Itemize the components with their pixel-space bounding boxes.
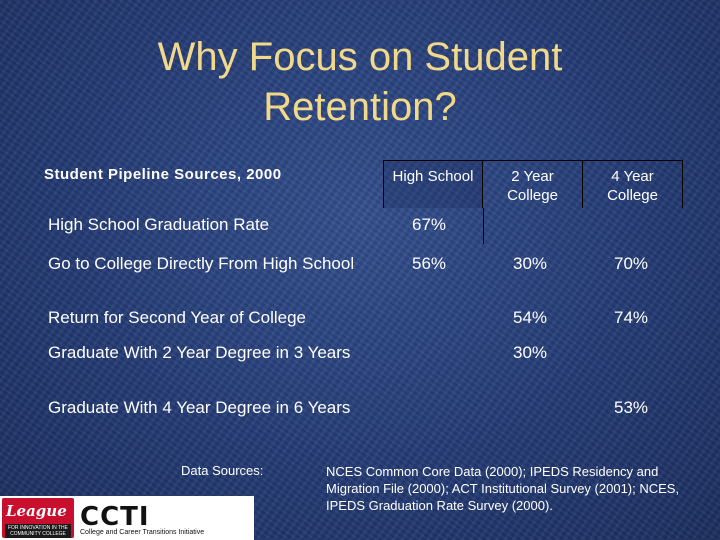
league-logo-name: League bbox=[6, 502, 67, 520]
row-label-graduate-4-year: Graduate With 4 Year Degree in 6 Years bbox=[48, 398, 351, 417]
cell-go-to-college-2-year: 30% bbox=[513, 254, 548, 273]
cell-hs-graduation-high-school: 67% bbox=[412, 215, 447, 234]
league-logo-subtitle: FOR INNOVATION IN THE COMMUNITY COLLEGE bbox=[5, 524, 71, 538]
column-header-2-year-text: 2 Year College bbox=[507, 168, 558, 204]
cell-return-second-year-2-year: 54% bbox=[513, 308, 548, 327]
grid-line bbox=[483, 208, 484, 244]
partner-logos: League FOR INNOVATION IN THE COMMUNITY C… bbox=[0, 496, 254, 540]
league-logo: League FOR INNOVATION IN THE COMMUNITY C… bbox=[2, 498, 74, 538]
title-line-2: Retention? bbox=[263, 85, 457, 129]
sources-label: Data Sources: bbox=[181, 463, 264, 478]
cell-graduate-2-year-2-year: 30% bbox=[513, 343, 548, 362]
ccti-logo-subtitle: College and Career Transitions Initiativ… bbox=[80, 529, 205, 536]
ccti-logo: CCTI bbox=[80, 502, 150, 532]
sources-text: NCES Common Core Data (2000); IPEDS Resi… bbox=[326, 464, 680, 513]
table-label: Student Pipeline Sources, 2000 bbox=[44, 166, 282, 183]
column-header-4-year-college: 4 Year College bbox=[583, 160, 683, 208]
row-label-go-to-college: Go to College Directly From High School bbox=[48, 254, 355, 273]
cell-go-to-college-high-school: 56% bbox=[412, 254, 447, 273]
cell-go-to-college-4-year: 70% bbox=[614, 254, 649, 273]
cell-return-second-year-4-year: 74% bbox=[614, 308, 649, 327]
row-label-hs-graduation: High School Graduation Rate bbox=[48, 215, 270, 234]
column-header-high-school: High School bbox=[383, 160, 483, 208]
row-label-graduate-2-year: Graduate With 2 Year Degree in 3 Years bbox=[48, 343, 351, 362]
column-header-2-year-college: 2 Year College bbox=[483, 160, 583, 208]
column-header-4-year-text: 4 Year College bbox=[607, 168, 658, 204]
cell-graduate-4-year-4-year: 53% bbox=[614, 398, 649, 417]
slide-title: Why Focus on Student Retention? bbox=[0, 32, 720, 132]
row-label-return-second-year: Return for Second Year of College bbox=[48, 308, 307, 327]
title-line-1: Why Focus on Student bbox=[157, 35, 563, 79]
